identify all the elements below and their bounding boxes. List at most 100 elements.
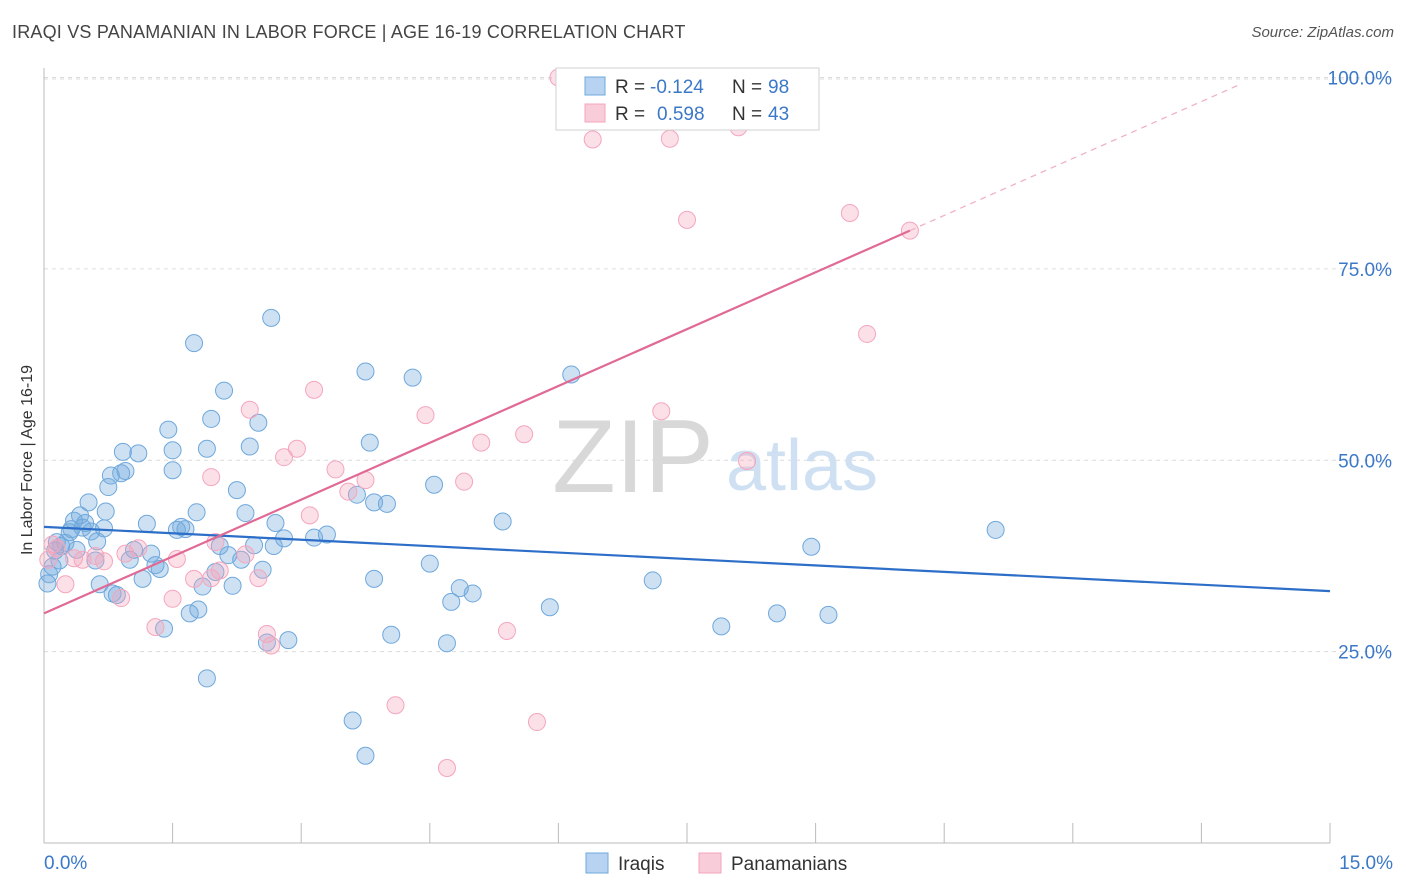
source-label: Source: ZipAtlas.com — [1251, 24, 1394, 41]
point-iraqis — [79, 493, 98, 512]
point-panamanians — [300, 506, 319, 525]
point-panamanians — [47, 539, 66, 558]
data-points — [38, 68, 1005, 777]
stats-legend: R = -0.124 N = 98 R = 0.598 N = 43 — [555, 67, 820, 131]
point-iraqis — [437, 634, 456, 653]
point-iraqis — [227, 481, 246, 500]
point-panamanians — [660, 129, 679, 148]
legend-label-panamanians: Panamanians — [731, 854, 847, 875]
series-legend: Iraqis Panamanians — [585, 852, 847, 875]
legend-swatch-panamanians — [698, 852, 722, 874]
point-iraqis — [223, 576, 242, 595]
axes — [43, 68, 1331, 844]
point-iraqis — [425, 475, 444, 494]
point-iraqis — [113, 442, 132, 461]
legend-label-iraqis: Iraqis — [618, 854, 664, 875]
point-iraqis — [768, 604, 787, 623]
point-panamanians — [262, 636, 281, 655]
point-iraqis — [189, 600, 208, 619]
point-iraqis — [343, 711, 362, 730]
point-iraqis — [38, 574, 57, 593]
stats-swatch-panamanian — [584, 103, 606, 123]
watermark-zip: ZIP — [552, 399, 714, 515]
point-panamanians — [86, 546, 105, 565]
point-panamanians — [497, 621, 516, 640]
point-iraqis — [197, 669, 216, 688]
point-panamanians — [652, 402, 671, 421]
point-panamanians — [112, 589, 131, 608]
x-tick-label-max: 15.0% — [1339, 853, 1393, 874]
stats-n-value-panamanian: 43 — [768, 104, 789, 125]
point-panamanians — [236, 545, 255, 564]
point-panamanians — [416, 406, 435, 425]
point-iraqis — [137, 514, 156, 533]
tick-labels: 25.0% 50.0% 75.0% 100.0% 0.0% 15.0% — [44, 69, 1393, 875]
y-tick-label: 25.0% — [1338, 643, 1392, 664]
stats-n-label-iraqi: N = — [732, 77, 762, 98]
point-iraqis — [403, 368, 422, 387]
point-panamanians — [515, 425, 534, 444]
point-iraqis — [215, 381, 234, 400]
stats-r-label-iraqi: R = — [615, 77, 645, 98]
point-iraqis — [540, 598, 559, 617]
point-iraqis — [129, 444, 148, 463]
point-iraqis — [442, 592, 461, 611]
trend-line-panamanians-extension — [909, 83, 1241, 232]
point-panamanians — [129, 539, 148, 558]
point-panamanians — [287, 439, 306, 458]
point-iraqis — [56, 533, 75, 552]
point-panamanians — [386, 696, 405, 715]
stats-swatch-iraqi — [584, 76, 606, 96]
point-panamanians — [210, 561, 229, 580]
point-iraqis — [377, 494, 396, 513]
point-panamanians — [146, 618, 165, 637]
point-iraqis — [99, 478, 118, 497]
point-iraqis — [197, 439, 216, 458]
point-panamanians — [257, 625, 276, 644]
point-iraqis — [802, 537, 821, 556]
point-panamanians — [240, 400, 259, 419]
trend-lines — [43, 83, 1331, 615]
point-panamanians — [738, 452, 757, 471]
point-iraqis — [356, 362, 375, 381]
legend-item-iraqis[interactable]: Iraqis — [585, 852, 664, 875]
point-iraqis — [185, 334, 204, 353]
point-iraqis — [365, 493, 384, 512]
watermark: ZIP atlas — [552, 399, 878, 515]
stats-r-label-panamanian: R = — [615, 104, 645, 125]
point-panamanians — [527, 713, 546, 732]
point-panamanians — [95, 552, 114, 571]
legend-item-panamanians[interactable]: Panamanians — [698, 852, 847, 875]
point-iraqis — [236, 504, 255, 523]
stats-n-label-panamanian: N = — [732, 104, 762, 125]
point-iraqis — [253, 560, 272, 579]
point-iraqis — [187, 503, 206, 522]
point-panamanians — [840, 203, 859, 222]
point-panamanians — [56, 575, 75, 594]
watermark-atlas: atlas — [726, 426, 878, 506]
point-panamanians — [678, 210, 696, 229]
chart-title: IRAQI VS PANAMANIAN IN LABOR FORCE | AGE… — [12, 22, 686, 42]
point-iraqis — [463, 584, 482, 603]
point-panamanians — [437, 758, 456, 777]
point-iraqis — [420, 554, 439, 573]
point-iraqis — [712, 617, 731, 636]
point-iraqis — [819, 605, 838, 624]
point-iraqis — [986, 520, 1005, 539]
point-panamanians — [455, 472, 474, 491]
point-panamanians — [305, 380, 324, 399]
point-panamanians — [275, 448, 294, 467]
stats-r-value-iraqi: -0.124 — [650, 77, 704, 98]
point-iraqis — [317, 525, 336, 544]
point-iraqis — [365, 569, 384, 588]
point-iraqis — [249, 413, 268, 432]
point-iraqis — [159, 420, 178, 439]
point-panamanians — [185, 569, 204, 588]
trend-line-iraqis — [43, 525, 1331, 593]
point-panamanians — [326, 460, 345, 479]
point-panamanians — [472, 433, 491, 452]
point-iraqis — [493, 512, 512, 531]
point-iraqis — [266, 514, 285, 533]
point-iraqis — [382, 625, 401, 644]
trend-line-panamanians — [43, 229, 911, 615]
